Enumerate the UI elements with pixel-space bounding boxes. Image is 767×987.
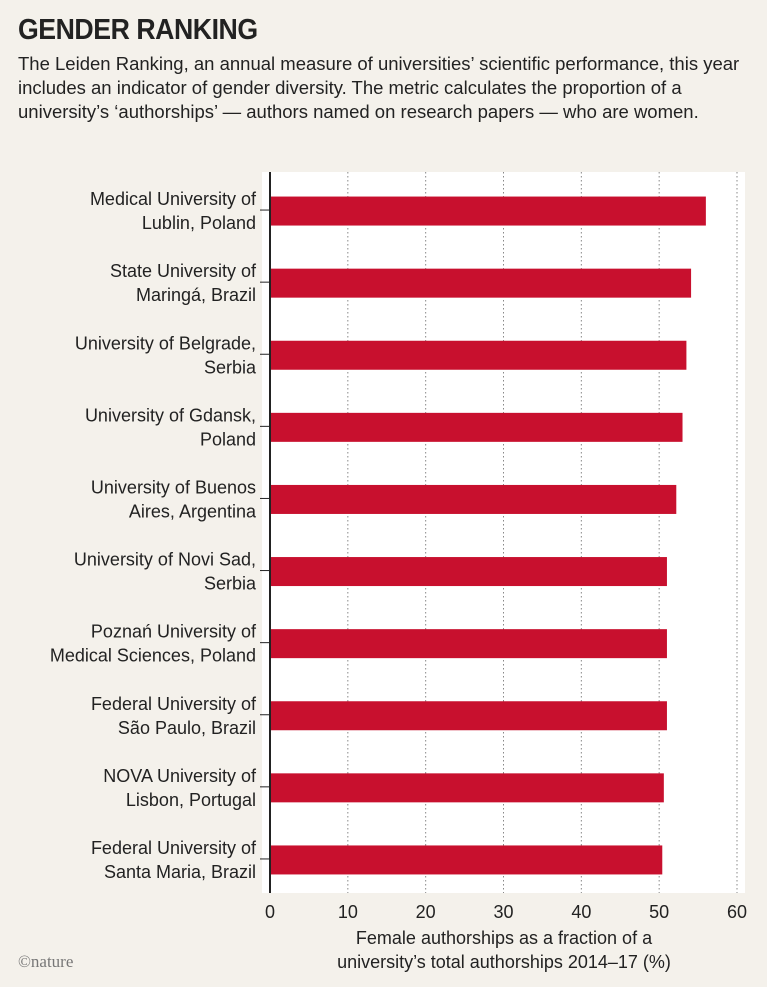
chart-title: GENDER RANKING xyxy=(18,14,258,46)
y-category-label: Poznań University of xyxy=(91,622,257,642)
x-tick-label: 40 xyxy=(571,902,591,922)
nature-logo: ©nature xyxy=(18,952,74,971)
y-category-label: Lublin, Poland xyxy=(142,213,256,233)
y-category-label: NOVA University of xyxy=(103,766,257,786)
y-category-label: Serbia xyxy=(204,357,257,377)
y-category-label: University of Buenos xyxy=(91,477,256,497)
bar xyxy=(270,268,692,298)
x-tick-label: 50 xyxy=(649,902,669,922)
y-category-label: Federal University of xyxy=(91,838,257,858)
x-tick-label: 30 xyxy=(493,902,513,922)
bar xyxy=(270,340,687,370)
y-category-label: Medical University of xyxy=(90,189,257,209)
y-category-label: Aires, Argentina xyxy=(129,501,257,521)
x-tick-label: 60 xyxy=(727,902,747,922)
bar xyxy=(270,196,706,226)
x-tick-label: 0 xyxy=(265,902,275,922)
bar xyxy=(270,629,667,659)
y-category-label: Serbia xyxy=(204,574,257,594)
chart-subtitle: The Leiden Ranking, an annual measure of… xyxy=(18,53,740,122)
y-category-label: University of Gdansk, xyxy=(85,405,256,425)
y-category-label: Maringá, Brazil xyxy=(136,285,256,305)
bar xyxy=(270,412,683,442)
y-category-label: São Paulo, Brazil xyxy=(118,718,256,738)
y-category-label: University of Novi Sad, xyxy=(74,550,256,570)
bar xyxy=(270,701,667,731)
y-category-label: Medical Sciences, Poland xyxy=(50,646,256,666)
x-axis-label: university’s total authorships 2014–17 (… xyxy=(337,952,671,972)
bar xyxy=(270,845,663,875)
y-category-label: Poland xyxy=(200,429,256,449)
x-axis-label: Female authorships as a fraction of a xyxy=(356,928,653,948)
x-tick-label: 10 xyxy=(338,902,358,922)
y-category-label: Federal University of xyxy=(91,694,257,714)
bar xyxy=(270,484,677,514)
y-category-label: University of Belgrade, xyxy=(75,333,256,353)
y-category-label: State University of xyxy=(110,261,257,281)
bar xyxy=(270,557,667,587)
bar xyxy=(270,773,664,803)
y-category-label: Santa Maria, Brazil xyxy=(104,862,256,882)
y-category-label: Lisbon, Portugal xyxy=(126,790,256,810)
x-tick-label: 20 xyxy=(416,902,436,922)
